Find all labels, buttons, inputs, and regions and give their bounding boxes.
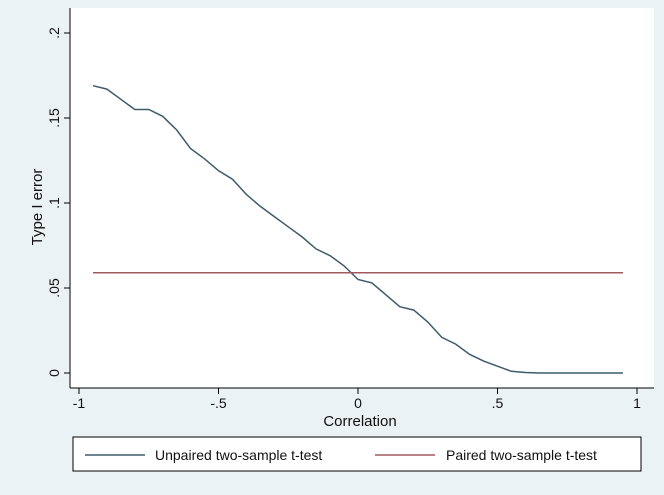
plot-area — [70, 8, 654, 388]
legend-box — [72, 436, 642, 472]
y-tick-label: .2 — [46, 27, 62, 39]
x-tick-label: .5 — [492, 395, 504, 411]
x-tick-label: 0 — [354, 395, 362, 411]
y-tick-label: .1 — [46, 197, 62, 209]
x-tick-label: -.5 — [210, 395, 227, 411]
legend: Unpaired two-sample t-test Paired two-sa… — [72, 436, 642, 472]
legend-label-unpaired: Unpaired two-sample t-test — [155, 447, 322, 463]
y-tick-label: .05 — [46, 278, 62, 298]
x-axis-title: Correlation — [323, 413, 396, 430]
y-tick-label: 0 — [46, 369, 62, 377]
y-ticks: 0 .05 .1 .15 .2 — [46, 27, 70, 377]
series-lines — [92, 84, 623, 374]
y-tick-label: .15 — [46, 108, 62, 128]
y-axis-title: Type I error — [29, 169, 46, 246]
series-line-unpaired — [92, 84, 623, 374]
x-tick-label: 1 — [633, 395, 641, 411]
legend-label-paired: Paired two-sample t-test — [446, 447, 597, 463]
x-ticks: -1 -.5 0 .5 1 — [73, 388, 641, 411]
x-tick-label: -1 — [73, 395, 86, 411]
axes — [69, 8, 654, 389]
